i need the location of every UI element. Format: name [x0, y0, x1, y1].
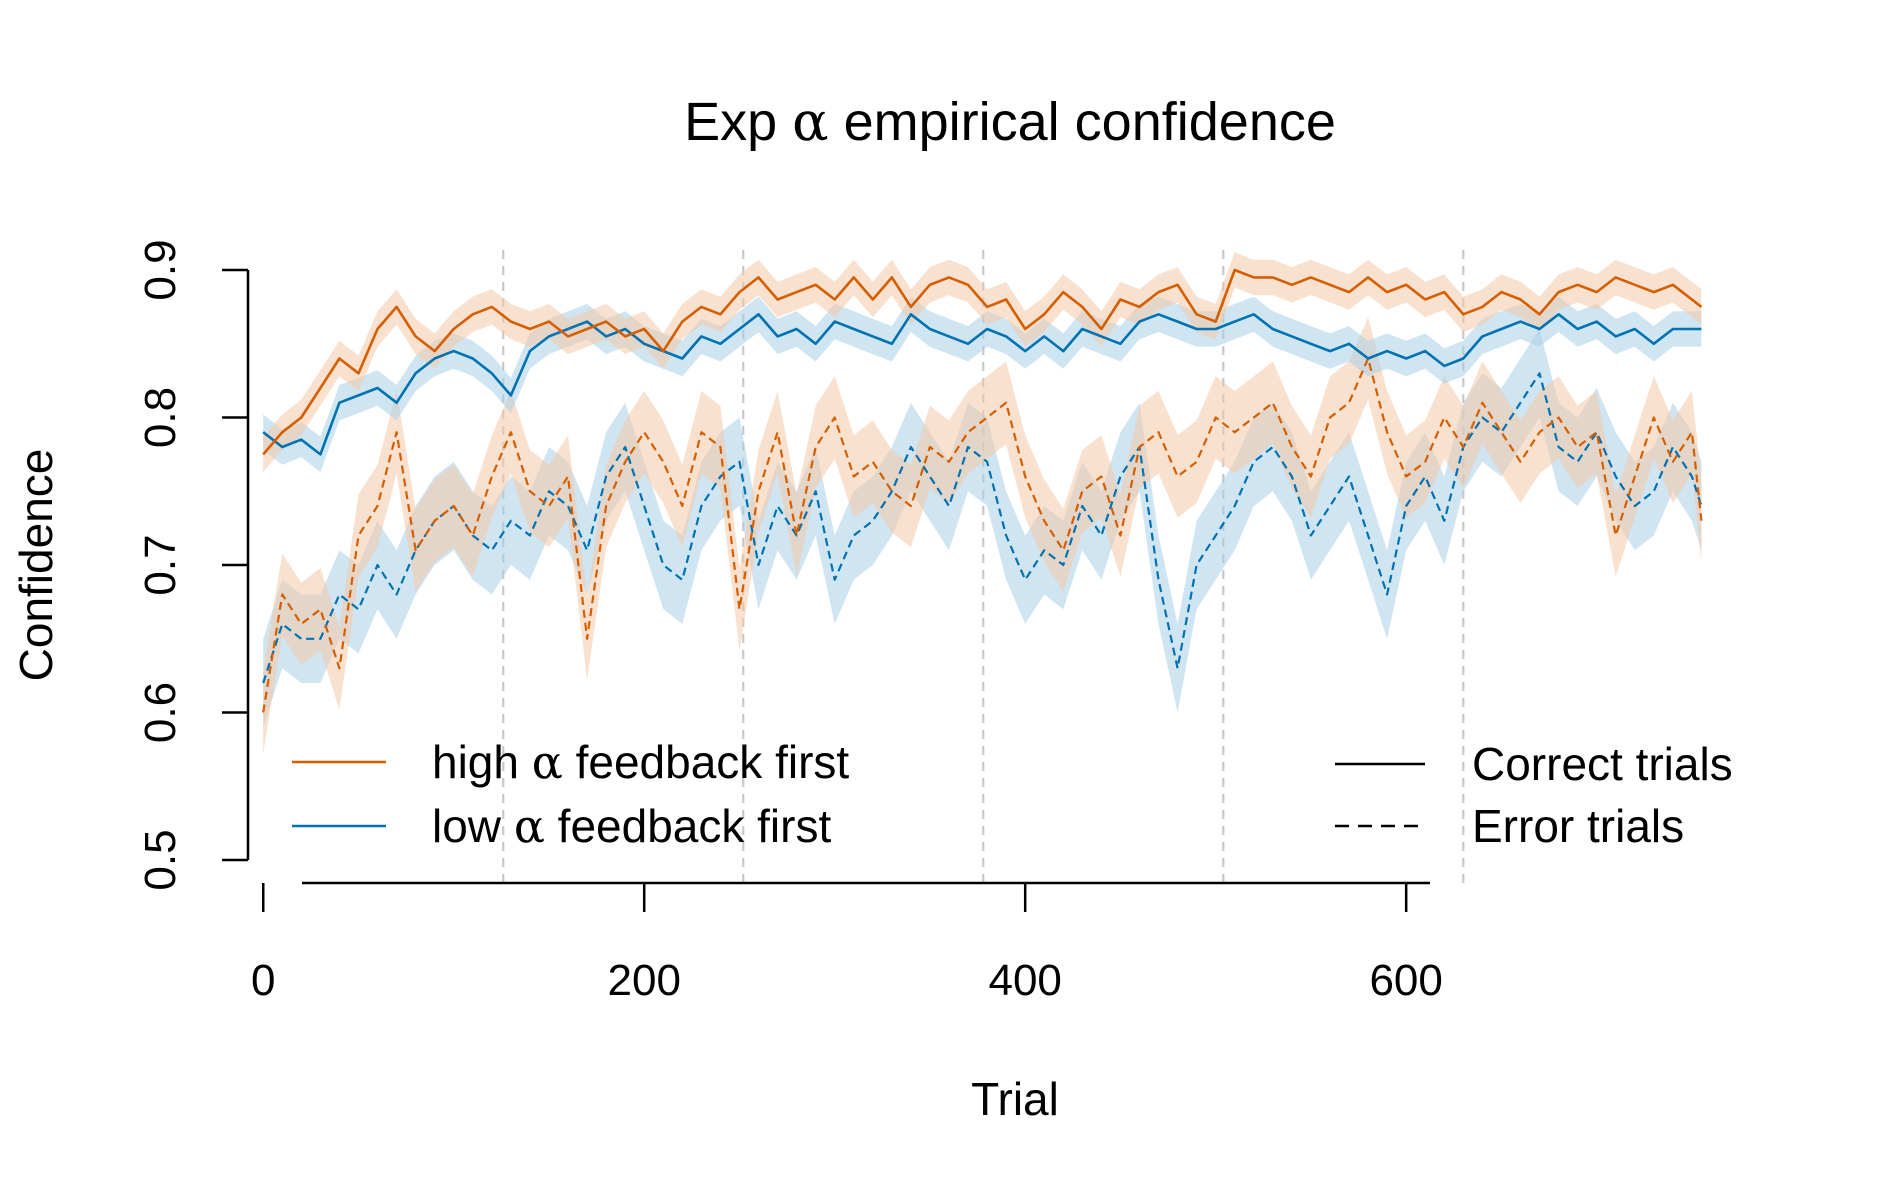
x-tick-label: 400	[988, 956, 1061, 1005]
series-line-low-solid	[262, 312, 1702, 456]
block-boundary-lines	[502, 250, 1465, 885]
y-tick-label: 0.8	[136, 387, 185, 448]
legend-label-dashed: Error trials	[1472, 800, 1684, 852]
x-tick-label: 600	[1369, 956, 1442, 1005]
chart-title: Exp α empirical confidence	[684, 90, 1336, 153]
y-tick-label: 0.7	[136, 534, 185, 595]
legend-linetypes: Correct trials Error trials	[1335, 738, 1733, 852]
legend-label-low: low α feedback first	[432, 799, 831, 853]
ci-band-high-solid	[263, 252, 1702, 473]
y-axis-title: Confidence	[10, 449, 62, 682]
y-tick-label: 0.9	[136, 239, 185, 300]
legend-label-solid: Correct trials	[1472, 738, 1733, 790]
series-line-high-solid	[262, 268, 1703, 456]
confidence-bands	[263, 252, 1702, 754]
ci-band-high-dashed	[263, 317, 1702, 754]
series-lines	[262, 268, 1703, 713]
x-axis-title: Trial	[971, 1073, 1059, 1125]
legend-label-high: high α feedback first	[432, 735, 849, 789]
y-tick-label: 0.5	[136, 829, 185, 890]
x-tick-label: 200	[608, 956, 681, 1005]
y-tick-label: 0.6	[136, 682, 185, 743]
series-line-high-dashed	[262, 357, 1703, 713]
x-tick-label: 0	[251, 956, 275, 1005]
series-line-low-dashed	[262, 372, 1703, 684]
legend-groups: high α feedback first low α feedback firs…	[292, 735, 849, 853]
x-axis: 0 200 400 600	[251, 881, 1443, 1005]
y-axis: 0.5 0.6 0.7 0.8 0.9	[136, 239, 250, 891]
